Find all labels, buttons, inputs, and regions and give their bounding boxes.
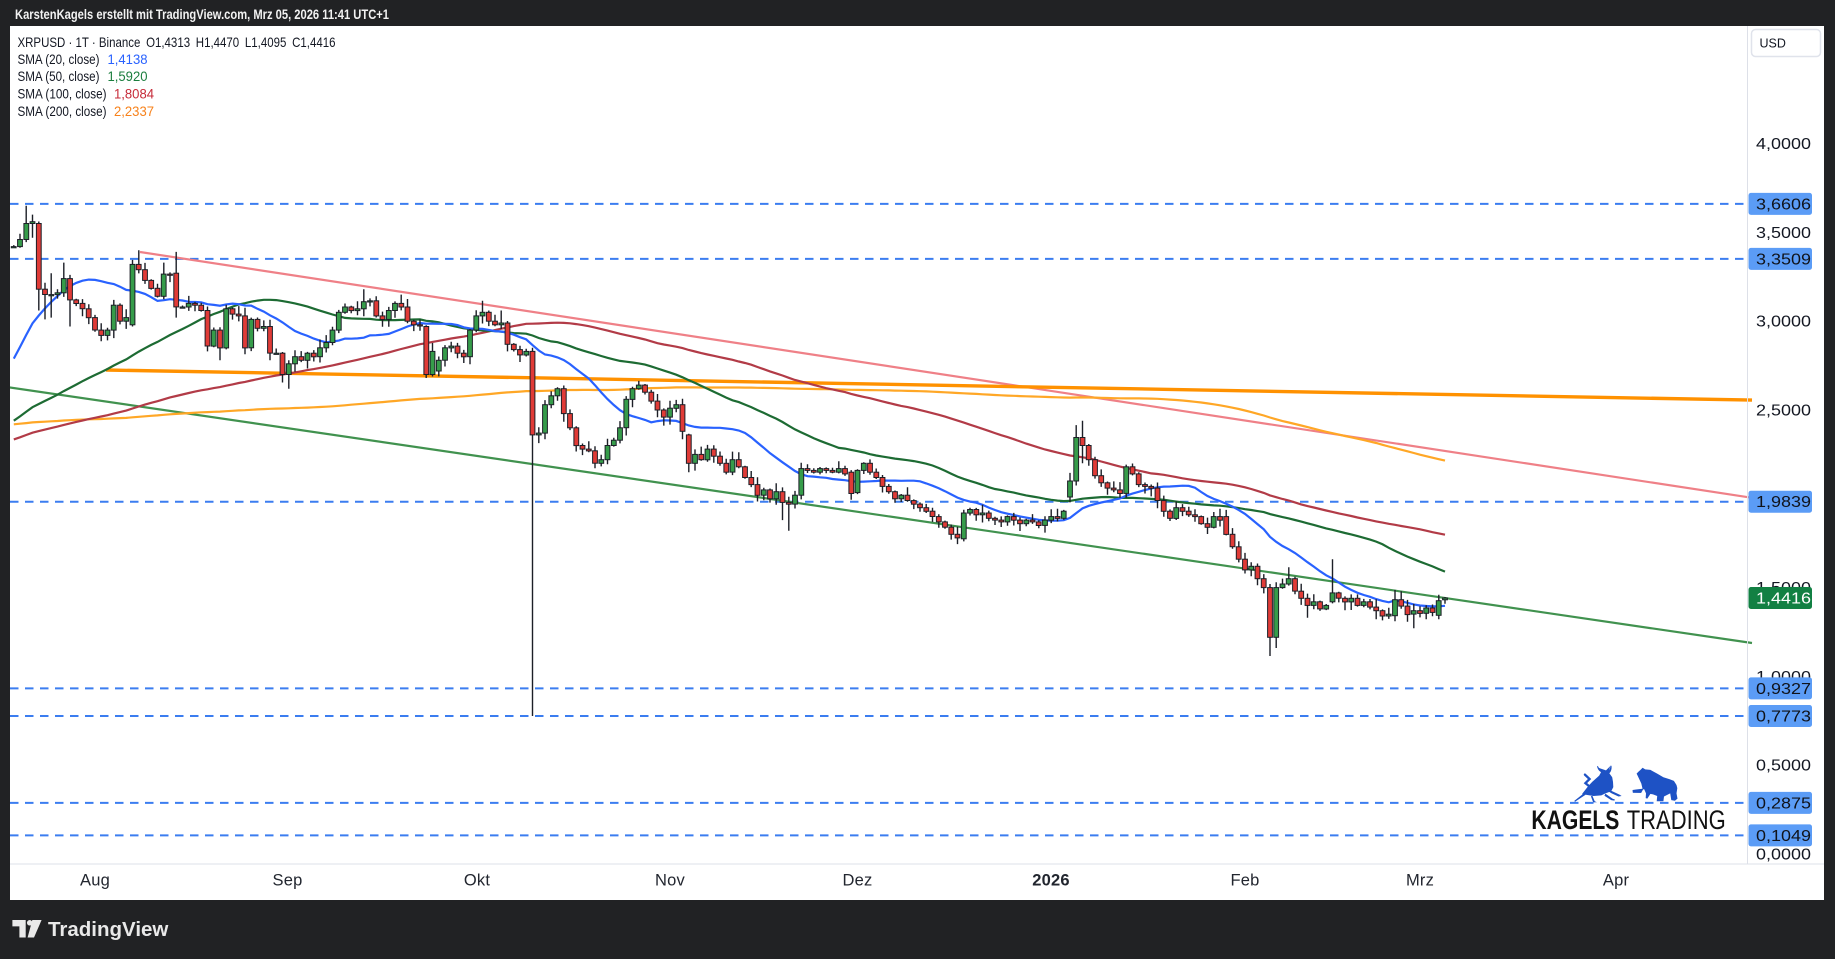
svg-text:KarstenKagels erstellt mit Tra: KarstenKagels erstellt mit TradingView.c…	[15, 7, 389, 22]
svg-text:Nov: Nov	[655, 872, 685, 890]
svg-text:0,1049: 0,1049	[1756, 828, 1811, 845]
svg-text:Dez: Dez	[843, 872, 873, 890]
svg-text:Aug: Aug	[80, 872, 110, 890]
svg-text:Sep: Sep	[273, 872, 303, 890]
svg-text:2026: 2026	[1032, 872, 1070, 890]
svg-text:USD: USD	[1760, 37, 1786, 51]
svg-text:0,7773: 0,7773	[1756, 709, 1811, 726]
svg-text:XRPUSD · 1T · Binance O1,4313: XRPUSD · 1T · Binance O1,4313 H1,4470 L1…	[18, 34, 336, 50]
svg-text:0,9327: 0,9327	[1756, 681, 1811, 698]
svg-text:TradingView: TradingView	[48, 918, 168, 941]
svg-text:3,5000: 3,5000	[1756, 225, 1811, 242]
svg-text:1,8084: 1,8084	[114, 86, 154, 102]
svg-text:1,5920: 1,5920	[108, 68, 148, 84]
svg-text:SMA (100, close): SMA (100, close)	[18, 86, 107, 102]
svg-text:0,0000: 0,0000	[1756, 847, 1811, 864]
svg-text:KAGELS: KAGELS	[1531, 805, 1619, 835]
svg-text:4,0000: 4,0000	[1756, 136, 1811, 153]
svg-text:Okt: Okt	[464, 872, 490, 890]
svg-text:Mrz: Mrz	[1406, 872, 1434, 890]
svg-text:3,6606: 3,6606	[1756, 196, 1811, 213]
svg-text:2,5000: 2,5000	[1756, 403, 1811, 420]
svg-text:0,2875: 0,2875	[1756, 795, 1811, 812]
svg-text:1,4138: 1,4138	[108, 51, 148, 67]
svg-text:TRADING: TRADING	[1627, 805, 1726, 835]
svg-text:SMA (200, close): SMA (200, close)	[18, 103, 107, 119]
svg-text:0,5000: 0,5000	[1756, 758, 1811, 775]
svg-text:SMA (20, close): SMA (20, close)	[18, 51, 100, 67]
svg-text:3,3509: 3,3509	[1756, 251, 1811, 268]
svg-text:SMA (50, close): SMA (50, close)	[18, 68, 100, 84]
svg-text:Feb: Feb	[1230, 872, 1259, 890]
svg-text:1,4416: 1,4416	[1756, 591, 1811, 608]
svg-text:2,2337: 2,2337	[114, 103, 154, 119]
svg-text:1,9839: 1,9839	[1756, 494, 1811, 511]
svg-text:3,0000: 3,0000	[1756, 314, 1811, 331]
svg-text:Apr: Apr	[1603, 872, 1630, 890]
